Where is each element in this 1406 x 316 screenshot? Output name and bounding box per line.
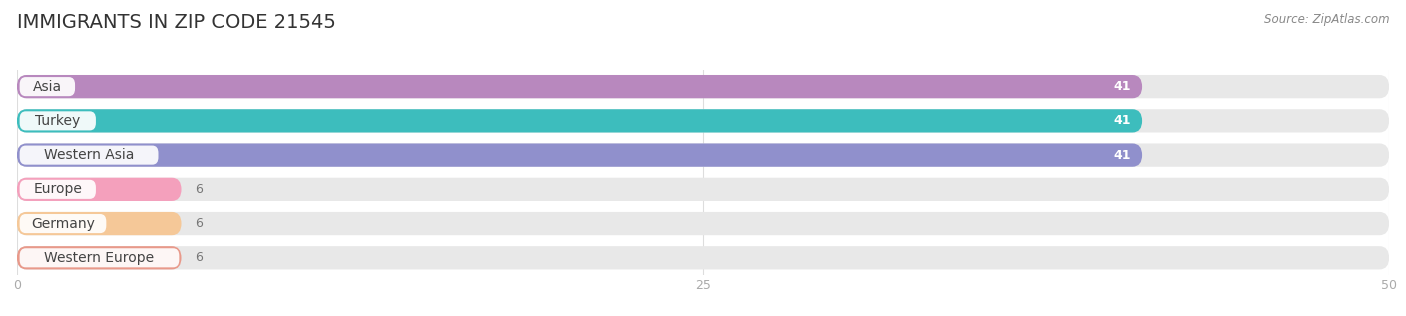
FancyBboxPatch shape: [17, 109, 1389, 132]
FancyBboxPatch shape: [20, 111, 96, 131]
Text: 6: 6: [195, 251, 202, 264]
Text: 6: 6: [195, 217, 202, 230]
Text: Asia: Asia: [32, 80, 62, 94]
FancyBboxPatch shape: [17, 143, 1142, 167]
FancyBboxPatch shape: [20, 214, 107, 233]
FancyBboxPatch shape: [17, 143, 1389, 167]
FancyBboxPatch shape: [17, 109, 1142, 132]
Text: IMMIGRANTS IN ZIP CODE 21545: IMMIGRANTS IN ZIP CODE 21545: [17, 13, 336, 32]
Text: Europe: Europe: [34, 182, 82, 196]
FancyBboxPatch shape: [20, 248, 180, 267]
FancyBboxPatch shape: [20, 77, 75, 96]
Text: 6: 6: [195, 183, 202, 196]
FancyBboxPatch shape: [17, 178, 181, 201]
Text: Western Asia: Western Asia: [44, 148, 134, 162]
Text: Source: ZipAtlas.com: Source: ZipAtlas.com: [1264, 13, 1389, 26]
Text: 41: 41: [1114, 149, 1132, 161]
Text: Germany: Germany: [31, 216, 96, 231]
FancyBboxPatch shape: [17, 75, 1389, 98]
Text: Turkey: Turkey: [35, 114, 80, 128]
FancyBboxPatch shape: [17, 178, 1389, 201]
Text: 41: 41: [1114, 80, 1132, 93]
Text: 41: 41: [1114, 114, 1132, 127]
FancyBboxPatch shape: [20, 146, 159, 165]
FancyBboxPatch shape: [17, 75, 1142, 98]
FancyBboxPatch shape: [20, 180, 96, 199]
FancyBboxPatch shape: [17, 246, 1389, 270]
FancyBboxPatch shape: [17, 246, 181, 270]
FancyBboxPatch shape: [17, 212, 1389, 235]
FancyBboxPatch shape: [17, 212, 181, 235]
Text: Western Europe: Western Europe: [45, 251, 155, 265]
